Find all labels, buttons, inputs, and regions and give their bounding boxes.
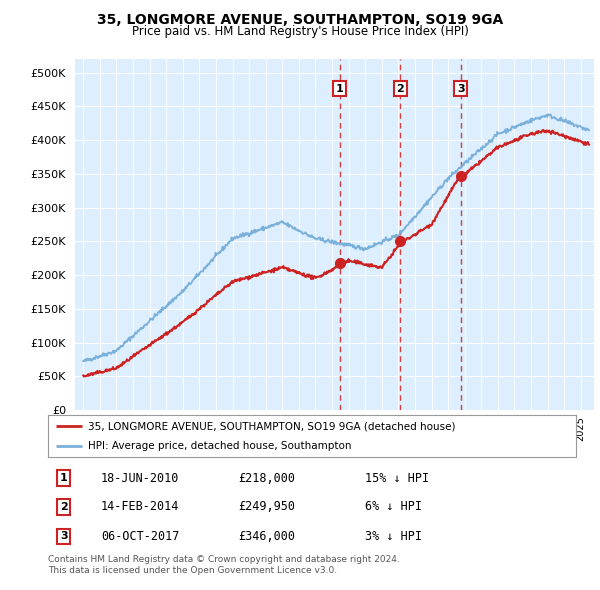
- Text: 2: 2: [60, 502, 68, 512]
- Text: 3: 3: [60, 532, 68, 542]
- Text: Price paid vs. HM Land Registry's House Price Index (HPI): Price paid vs. HM Land Registry's House …: [131, 25, 469, 38]
- Text: 3% ↓ HPI: 3% ↓ HPI: [365, 530, 422, 543]
- Text: 35, LONGMORE AVENUE, SOUTHAMPTON, SO19 9GA: 35, LONGMORE AVENUE, SOUTHAMPTON, SO19 9…: [97, 13, 503, 27]
- Text: 3: 3: [457, 84, 464, 94]
- Text: HPI: Average price, detached house, Southampton: HPI: Average price, detached house, Sout…: [88, 441, 351, 451]
- Text: 2: 2: [397, 84, 404, 94]
- Text: 18-JUN-2010: 18-JUN-2010: [101, 471, 179, 484]
- Text: 06-OCT-2017: 06-OCT-2017: [101, 530, 179, 543]
- Text: 1: 1: [336, 84, 344, 94]
- Text: 14-FEB-2014: 14-FEB-2014: [101, 500, 179, 513]
- Text: 15% ↓ HPI: 15% ↓ HPI: [365, 471, 429, 484]
- Text: 6% ↓ HPI: 6% ↓ HPI: [365, 500, 422, 513]
- Text: £346,000: £346,000: [238, 530, 295, 543]
- Text: Contains HM Land Registry data © Crown copyright and database right 2024.
This d: Contains HM Land Registry data © Crown c…: [48, 555, 400, 575]
- Text: 35, LONGMORE AVENUE, SOUTHAMPTON, SO19 9GA (detached house): 35, LONGMORE AVENUE, SOUTHAMPTON, SO19 9…: [88, 421, 455, 431]
- Text: 1: 1: [60, 473, 68, 483]
- Text: £249,950: £249,950: [238, 500, 295, 513]
- Text: £218,000: £218,000: [238, 471, 295, 484]
